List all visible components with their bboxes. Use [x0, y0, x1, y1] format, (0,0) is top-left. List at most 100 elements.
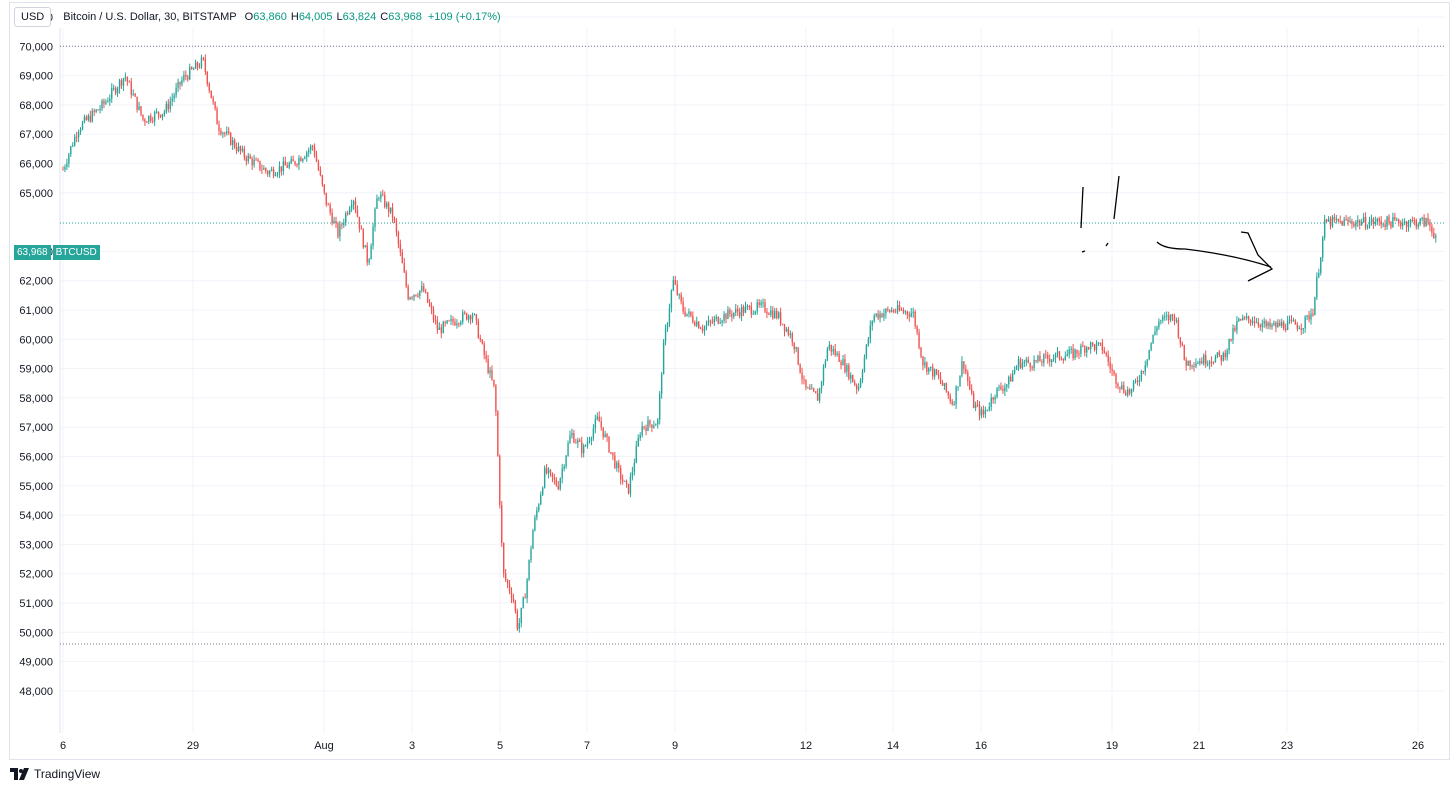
- candle-body: [820, 381, 823, 389]
- y-tick-label: 56,000: [19, 452, 53, 464]
- candle-body: [1006, 384, 1008, 388]
- candle-body: [846, 365, 848, 372]
- candle-body: [72, 145, 74, 147]
- candle-body: [214, 101, 216, 109]
- candle-body: [633, 462, 636, 472]
- candle-body: [407, 286, 409, 300]
- candle-body: [559, 478, 561, 490]
- candle-body: [1203, 355, 1205, 364]
- candle-body: [364, 245, 366, 248]
- candle-body: [1242, 317, 1244, 321]
- candle-body: [1060, 358, 1063, 360]
- candle-body: [269, 170, 271, 175]
- candle-body: [696, 321, 698, 326]
- candle-body: [668, 308, 671, 324]
- candle-body: [255, 159, 257, 161]
- candle-body: [436, 320, 439, 331]
- candle-body: [904, 311, 907, 313]
- candle-body: [1263, 321, 1265, 324]
- candle-body: [409, 297, 411, 300]
- last-price-badge: 63,968 BTCUSD: [14, 245, 100, 260]
- candle-body: [1158, 321, 1160, 328]
- candle-body: [107, 101, 109, 103]
- y-axis: 71,00070,00069,00068,00067,00066,00065,0…: [19, 12, 53, 698]
- candle-body: [1275, 322, 1277, 328]
- candle-body: [885, 308, 887, 314]
- candle-body: [766, 311, 768, 314]
- candle-body: [1386, 216, 1388, 227]
- candle-body: [89, 115, 91, 122]
- candle-body: [401, 252, 403, 264]
- candle-body: [1140, 371, 1143, 381]
- close-value: 63,968: [388, 11, 422, 23]
- freehand-drawing[interactable]: [1080, 175, 1274, 282]
- candle-body: [1035, 360, 1037, 362]
- tradingview-logo[interactable]: TradingView: [10, 767, 100, 781]
- currency-button[interactable]: USD: [14, 7, 52, 27]
- candle-body: [239, 146, 242, 151]
- candle-body: [1265, 321, 1267, 327]
- candle-body: [928, 367, 930, 372]
- candle-body: [210, 90, 212, 99]
- change-value: +109 (+0.17%): [427, 11, 501, 23]
- candle-body: [528, 559, 530, 580]
- candle-body: [163, 111, 166, 114]
- candle-body: [1361, 222, 1363, 226]
- candle-body: [321, 175, 324, 185]
- candle-body: [113, 87, 115, 89]
- candle-body: [339, 224, 341, 237]
- candle-body: [698, 321, 700, 329]
- candle-body: [1109, 361, 1111, 369]
- candle-body: [1103, 350, 1105, 353]
- candle-body: [179, 81, 181, 85]
- candle-body: [935, 369, 938, 375]
- candle-body: [454, 322, 456, 326]
- candle-body: [1146, 359, 1148, 366]
- y-tick-label: 57,000: [19, 422, 53, 434]
- candle-body: [1002, 389, 1004, 391]
- candle-body: [608, 437, 610, 453]
- candle-body: [516, 611, 519, 629]
- candle-body: [598, 416, 600, 422]
- candle-body: [1366, 227, 1369, 229]
- candle-body: [329, 204, 331, 213]
- candle-body: [1167, 315, 1170, 321]
- candle-body: [688, 311, 690, 314]
- candle-body: [1407, 224, 1410, 228]
- candle-body: [809, 387, 811, 390]
- x-tick-label: 5: [497, 740, 503, 752]
- candle-body: [1058, 351, 1061, 359]
- candle-body: [1220, 355, 1222, 361]
- candle-body: [1238, 318, 1240, 321]
- candle-body: [155, 111, 158, 113]
- candle-body: [953, 404, 955, 406]
- candle-body: [540, 494, 542, 505]
- candle-body: [1255, 322, 1258, 324]
- candle-body: [161, 113, 164, 118]
- candle-body: [902, 310, 905, 313]
- candle-body: [1403, 221, 1406, 224]
- candle-body: [811, 388, 813, 390]
- candle-body: [1388, 216, 1390, 222]
- candle-body: [565, 455, 567, 467]
- candle-body: [230, 133, 232, 145]
- candle-body: [686, 313, 688, 316]
- candle-body: [233, 140, 236, 148]
- candle-body: [341, 224, 343, 226]
- candle-body: [1004, 387, 1006, 391]
- candle-body: [343, 222, 345, 225]
- candle-body: [1232, 327, 1234, 341]
- y-tick-label: 51,000: [19, 598, 53, 610]
- candle-body: [957, 386, 959, 388]
- candle-body: [777, 312, 780, 318]
- candle-body: [292, 159, 294, 162]
- candle-body: [411, 297, 413, 299]
- candle-body: [157, 111, 160, 115]
- candle-body: [893, 310, 895, 312]
- candle-body: [881, 313, 883, 318]
- candle-body: [754, 311, 756, 314]
- candle-body: [818, 388, 821, 401]
- candle-body: [1384, 224, 1386, 227]
- candle-body: [235, 147, 238, 151]
